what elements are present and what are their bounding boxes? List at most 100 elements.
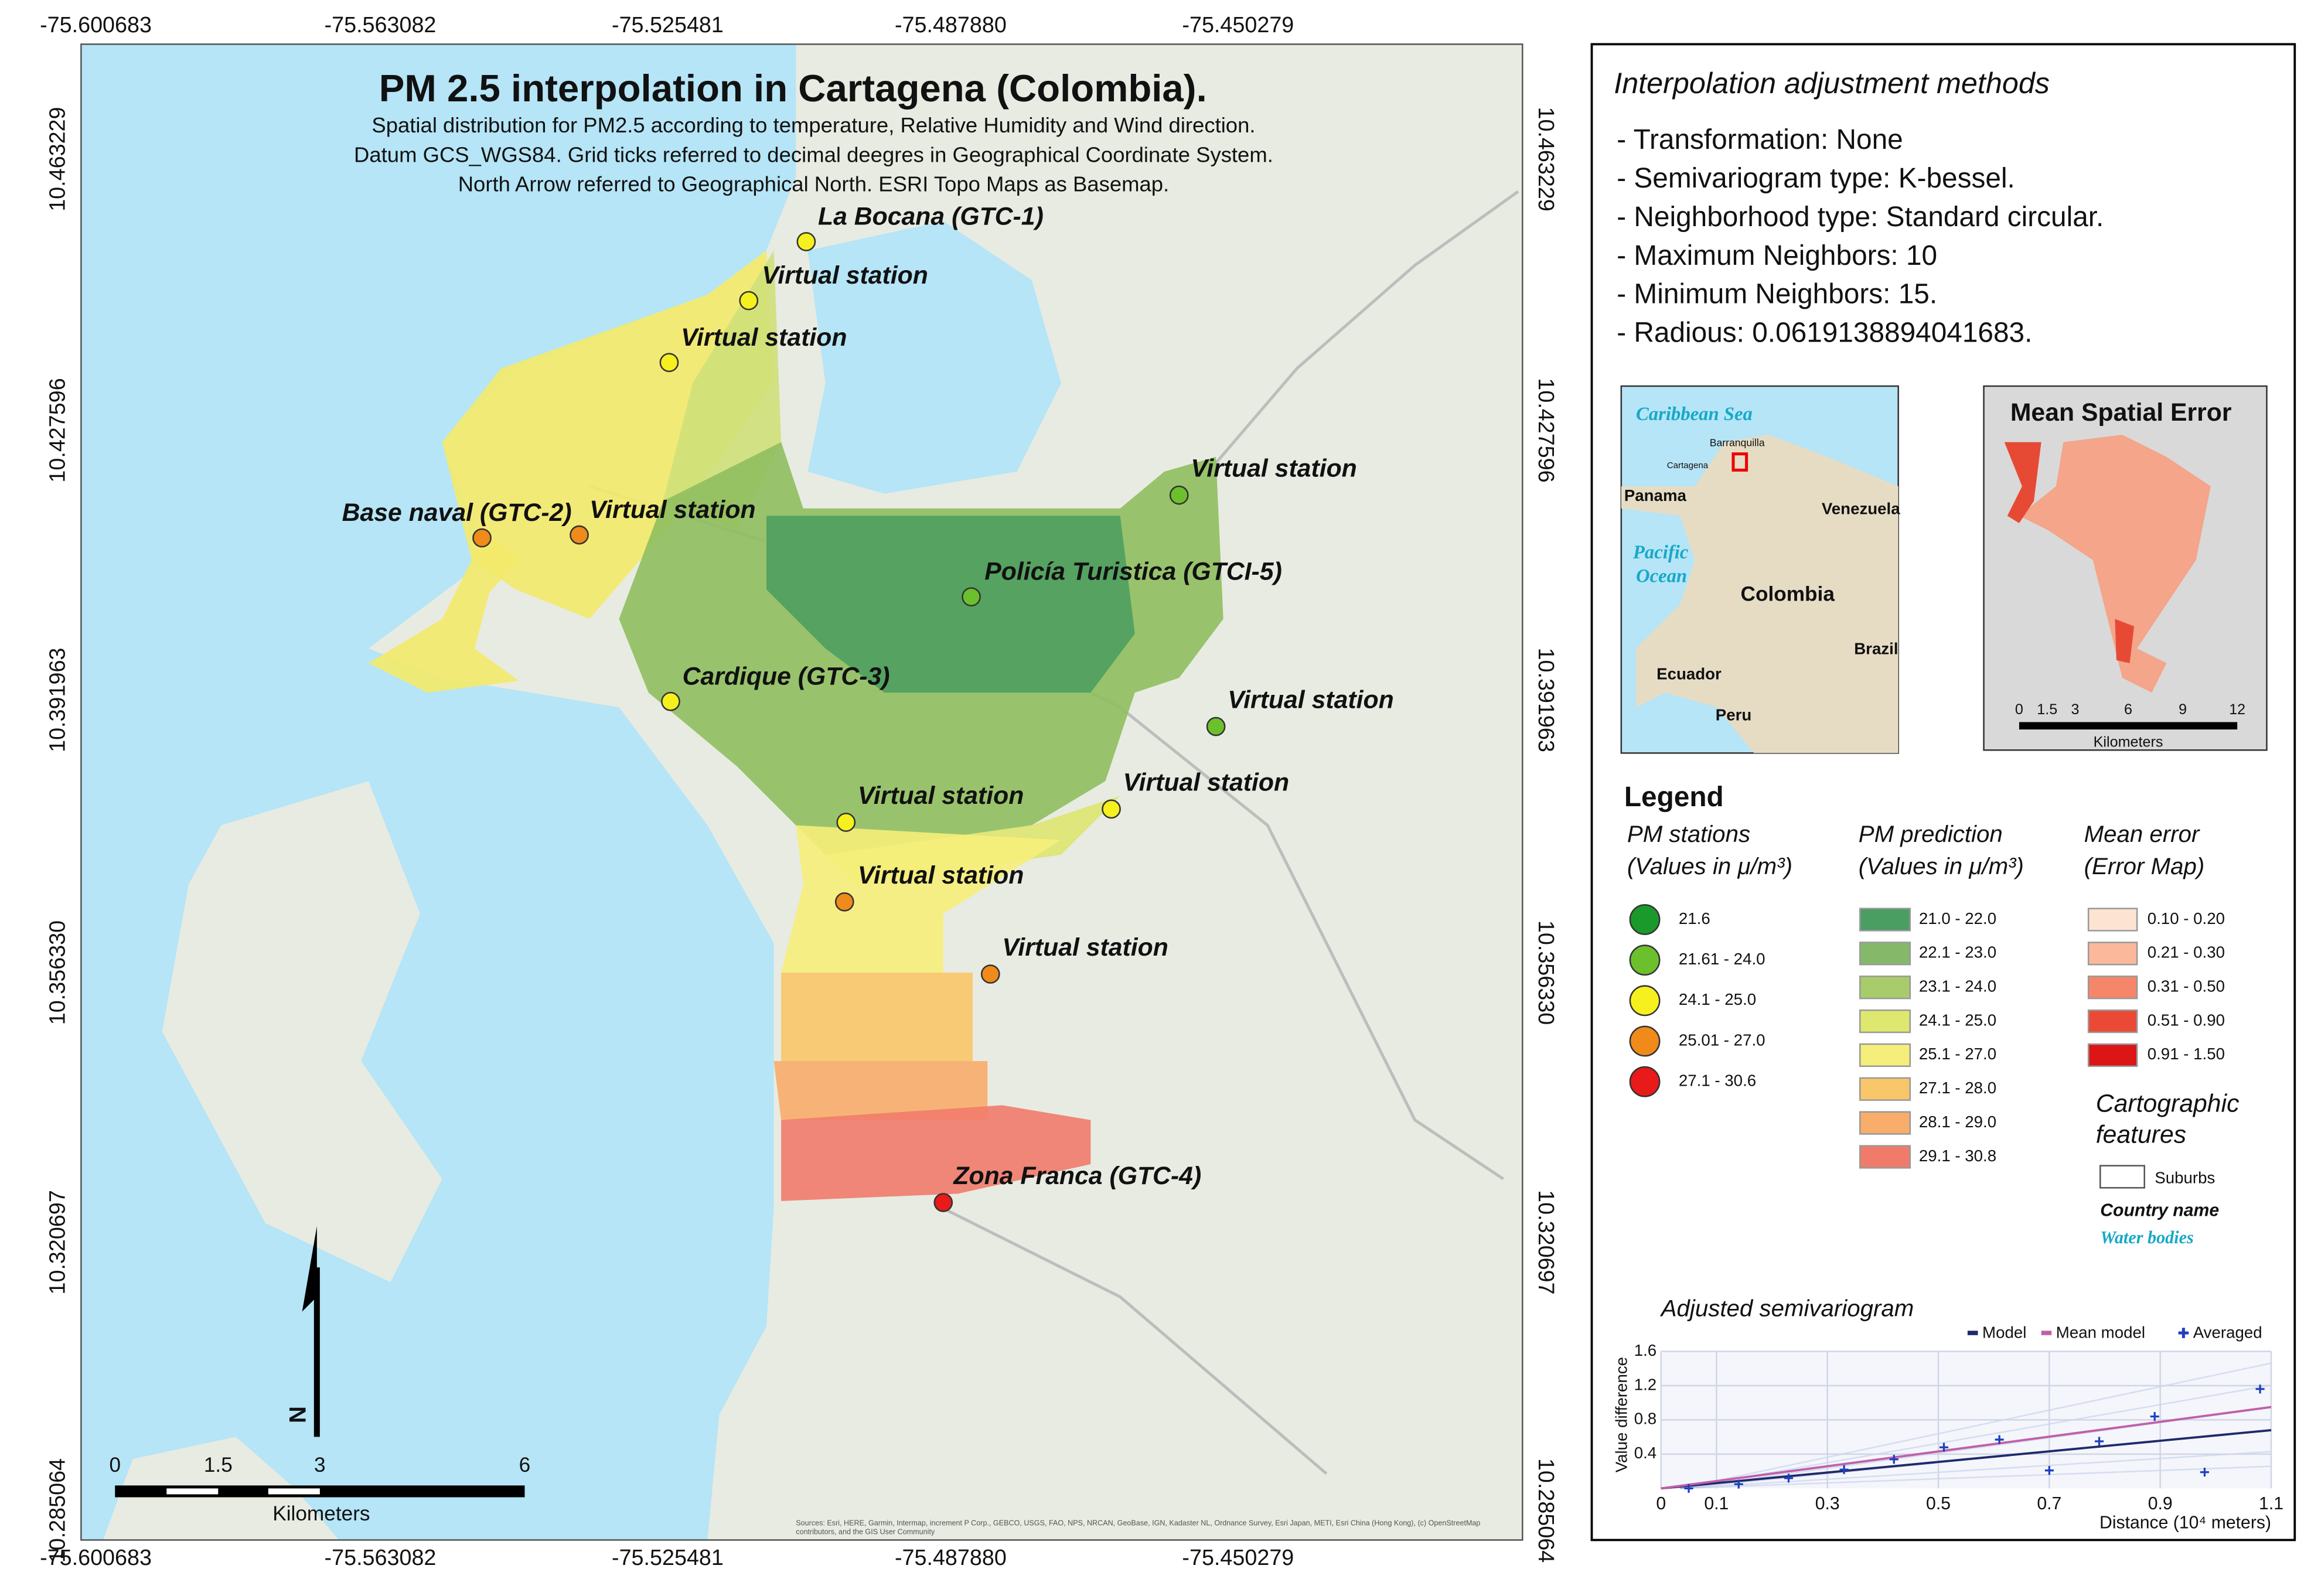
longitude-label: -75.600683 xyxy=(40,1545,152,1570)
map-subtitle: Datum GCS_WGS84. Grid ticks referred to … xyxy=(354,142,1273,166)
legend-label: 0.10 - 0.20 xyxy=(2148,909,2225,927)
method-line: - Radious: 0.0619138894041683. xyxy=(1617,318,2032,349)
band-light-orange xyxy=(781,973,973,1061)
legend-key xyxy=(2041,1331,2052,1335)
inset-label: Brazil xyxy=(1854,640,1898,658)
legend-label: 27.1 - 30.6 xyxy=(1679,1071,1756,1089)
station-label: Virtual station xyxy=(1191,455,1356,483)
model-line xyxy=(1661,1406,2272,1490)
north-label: N xyxy=(284,1406,311,1423)
coordinates: -75.600683 -75.600683 -75.563082 -75.563082… xyxy=(40,12,1559,1570)
legend-station-symbol xyxy=(1629,1025,1661,1057)
station-marker xyxy=(570,525,589,545)
station-marker xyxy=(836,813,856,832)
inset-label: Colombia xyxy=(1741,582,1835,605)
averaged-point xyxy=(1784,1474,1793,1483)
averaged-point xyxy=(1684,1484,1693,1493)
legend-station-symbol xyxy=(1629,1066,1661,1097)
legend-label: 0.51 - 0.90 xyxy=(2148,1011,2225,1029)
latitude-label: 10.320697 xyxy=(1534,1190,1559,1294)
station-label: Virtual station xyxy=(762,261,928,289)
latitude-label: 10.427596 xyxy=(45,378,70,482)
station-label: Base naval (GTC-2) xyxy=(342,499,572,527)
averaged-point xyxy=(2150,1412,2159,1421)
legend-label: Country name xyxy=(2100,1201,2219,1220)
inset-label: Barranquilla xyxy=(1710,437,1765,449)
y-tick-label: 1.6 xyxy=(1634,1341,1656,1359)
x-tick-label: 0.5 xyxy=(1926,1494,1951,1513)
station-marker xyxy=(1169,485,1189,505)
inset-label: Peru xyxy=(1716,706,1751,724)
averaged-point xyxy=(2095,1437,2104,1446)
legend-swatch xyxy=(2087,976,2138,1000)
station-marker xyxy=(661,691,680,711)
inset-scale-label: 6 xyxy=(2124,701,2132,718)
x-tick-label: 0.1 xyxy=(1704,1494,1729,1513)
fan-line xyxy=(1680,1384,2272,1489)
legend-label: 0.91 - 1.50 xyxy=(2148,1045,2225,1063)
legend-heading: (Values in μ/m³) xyxy=(1859,853,2024,879)
chart-legend-label: Averaged xyxy=(2193,1324,2262,1342)
latitude-label: 10.463229 xyxy=(1534,107,1559,211)
station-marker xyxy=(933,1193,953,1212)
latitude-label: 10.285064 xyxy=(45,1458,70,1563)
station-label: Virtual station xyxy=(589,496,755,524)
inset-scale-label: 0 xyxy=(2015,701,2023,718)
longitude-label: -75.525481 xyxy=(612,1545,724,1570)
inset-label: Ocean xyxy=(1636,565,1687,586)
latitude-label: 10.391963 xyxy=(1534,648,1559,752)
inset-scale: 0 1.5 3 6 9 12 xyxy=(2015,701,2245,718)
legend-swatch xyxy=(1859,1111,1911,1135)
chart-legend-label: Mean model xyxy=(2056,1324,2145,1342)
legend-heading: Cartographic xyxy=(2096,1090,2240,1118)
legend-label: 0.21 - 0.30 xyxy=(2148,943,2225,961)
station-marker xyxy=(962,587,981,607)
longitude-label: -75.487880 xyxy=(895,1545,1007,1570)
method-line: - Minimum Neighbors: 15. xyxy=(1617,279,1937,310)
inset-label: Caribbean Sea xyxy=(1636,404,1753,425)
y-tick-label: 0.4 xyxy=(1634,1444,1656,1462)
y-tick-label: 0.8 xyxy=(1634,1410,1656,1428)
scale-label: 1.5 xyxy=(204,1454,233,1476)
error-inset: Mean Spatial Error 0 1.5 3 6 9 12 Kilometers xyxy=(1983,385,2268,751)
scale-unit: Kilometers xyxy=(272,1502,370,1525)
semivariogram-chart: 0.4 0.8 1.2 1.6 0 0.1 0.3 0.5 0.7 0.9 1.1 Model Mean… xyxy=(1634,1324,2283,1513)
station-label: Virtual station xyxy=(681,323,847,352)
x-tick-label: 0.9 xyxy=(2148,1494,2173,1513)
station-label: Virtual station xyxy=(1002,933,1168,961)
band-yellow xyxy=(781,825,1062,973)
attribution: Sources: Esri, HERE, Garmin, Intermap, i… xyxy=(796,1519,1481,1537)
scale-bar: 0 1.5 3 6 Kilometers xyxy=(109,1454,530,1525)
latitude-label: 10.463229 xyxy=(45,107,70,211)
legend-label: 24.1 - 25.0 xyxy=(1919,1011,1996,1029)
study-area-marker xyxy=(1731,452,1748,472)
longitude-label: -75.563082 xyxy=(325,1545,437,1570)
legend-swatch xyxy=(1859,1145,1911,1169)
legend-label: 21.6 xyxy=(1679,909,1710,927)
legend-swatch xyxy=(2087,942,2138,966)
scale-segment xyxy=(268,1488,320,1495)
legend-label: 24.1 - 25.0 xyxy=(1679,990,1756,1008)
scale-label: 6 xyxy=(519,1454,531,1476)
suburb-swatch xyxy=(2099,1165,2145,1189)
averaged-point xyxy=(1939,1442,1949,1452)
method-line: - Maximum Neighbors: 10 xyxy=(1617,240,1937,271)
latitude-label: 10.320697 xyxy=(45,1190,70,1294)
legend-station-symbol xyxy=(1629,944,1661,976)
band-red xyxy=(781,1105,1091,1201)
legend-label: 27.1 - 28.0 xyxy=(1919,1079,1996,1097)
inset-land xyxy=(1621,434,1898,753)
inset-title: Mean Spatial Error xyxy=(2010,398,2232,427)
legend-swatch xyxy=(2087,1009,2138,1034)
longitude-label: -75.450279 xyxy=(1182,1545,1294,1570)
model-line xyxy=(1661,1429,2272,1490)
fan-line xyxy=(1680,1362,2272,1489)
legend-swatch xyxy=(1859,942,1911,966)
longitude-label: -75.563082 xyxy=(325,12,437,37)
method-line: - Semivariogram type: K-bessel. xyxy=(1617,163,2015,194)
station-label: Virtual station xyxy=(858,782,1024,810)
legend-heading: PM prediction xyxy=(1859,821,2003,847)
station-marker xyxy=(472,528,492,548)
legend-label: 0.31 - 0.50 xyxy=(2148,977,2225,995)
